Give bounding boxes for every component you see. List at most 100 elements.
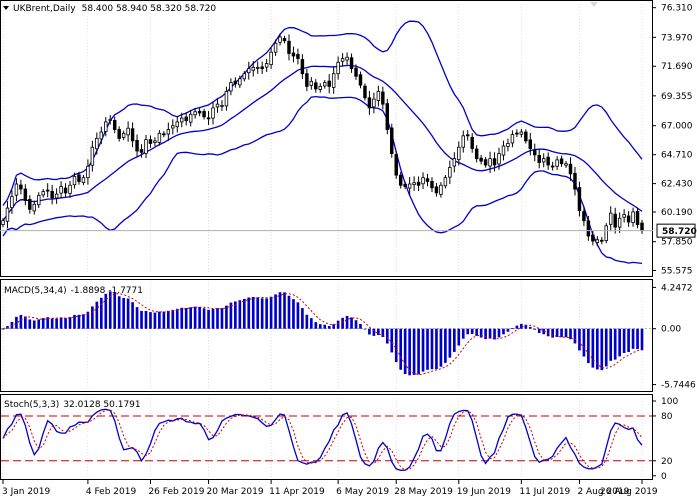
macd-bar bbox=[479, 328, 483, 338]
candle-body bbox=[430, 181, 434, 189]
macd-bar bbox=[390, 328, 394, 353]
candle-body bbox=[188, 113, 193, 123]
last-price-box bbox=[656, 223, 696, 238]
macd-bar bbox=[95, 301, 99, 329]
candle-body bbox=[533, 149, 537, 156]
candle-body bbox=[260, 66, 264, 70]
candle-body bbox=[14, 183, 19, 196]
candle-body bbox=[439, 184, 443, 195]
candle-body bbox=[112, 119, 117, 130]
macd-bar bbox=[91, 306, 94, 329]
macd-bar bbox=[350, 317, 353, 329]
y-tick-label: 4.2472 bbox=[661, 283, 693, 293]
candle-body bbox=[242, 73, 247, 80]
macd-bar bbox=[82, 314, 85, 329]
macd-bar bbox=[452, 328, 456, 352]
macd-bar bbox=[24, 316, 27, 329]
candle-body bbox=[229, 82, 233, 92]
candle-body bbox=[197, 110, 202, 114]
candle-body bbox=[501, 145, 506, 156]
macd-bar bbox=[180, 307, 184, 329]
candle-body bbox=[577, 187, 582, 212]
y-tick-label: 0.00 bbox=[661, 325, 681, 335]
candle-body bbox=[269, 51, 273, 65]
macd-bar bbox=[385, 328, 389, 344]
macd-bar bbox=[627, 328, 630, 353]
macd-bar bbox=[104, 293, 108, 329]
candle-body bbox=[524, 131, 528, 142]
candle-body bbox=[631, 211, 635, 223]
macd-bar bbox=[216, 308, 219, 329]
macd-bar bbox=[497, 328, 501, 338]
macd-bar bbox=[591, 328, 595, 368]
x-tick-label: 3 Jan 2019 bbox=[2, 487, 50, 497]
macd-bar bbox=[77, 314, 81, 329]
price-panel-frame bbox=[0, 0, 653, 277]
candle-body bbox=[434, 186, 439, 194]
candle-body bbox=[10, 196, 14, 208]
candle-body bbox=[255, 66, 260, 69]
candle-body bbox=[604, 225, 608, 241]
candle-body bbox=[327, 80, 331, 87]
macd-bar bbox=[15, 316, 18, 329]
candle-body bbox=[465, 134, 470, 137]
candle-body bbox=[376, 91, 381, 101]
macd-bar bbox=[417, 328, 420, 375]
macd-bar bbox=[41, 318, 45, 329]
macd-bar bbox=[372, 328, 376, 336]
y-tick-label: 67.000 bbox=[661, 122, 693, 132]
candle-body bbox=[37, 195, 41, 206]
macd-bar bbox=[636, 328, 639, 350]
macd-bar bbox=[394, 328, 398, 363]
macd-bar bbox=[59, 317, 63, 329]
candle-body bbox=[528, 139, 533, 149]
macd-bar bbox=[327, 325, 331, 329]
macd-bar bbox=[283, 292, 286, 329]
candle-body bbox=[492, 158, 497, 166]
macd-bar bbox=[86, 311, 90, 329]
bollinger-middle-band bbox=[2, 64, 643, 222]
candle-body bbox=[148, 139, 153, 144]
candle-body bbox=[50, 190, 54, 199]
candle-body bbox=[63, 187, 68, 194]
y-tick-label: 76.310 bbox=[661, 4, 693, 14]
macd-bar bbox=[520, 323, 523, 329]
candle-body bbox=[425, 178, 430, 182]
menu-triangle-icon[interactable] bbox=[3, 6, 9, 10]
macd-bar bbox=[403, 328, 407, 375]
macd-bar bbox=[64, 318, 67, 329]
y-tick-label: 64.710 bbox=[661, 151, 693, 161]
bollinger-lower-band bbox=[2, 95, 643, 265]
stochastic-main-line bbox=[2, 408, 643, 471]
macd-bar bbox=[265, 298, 268, 329]
macd-bar bbox=[466, 328, 470, 335]
candle-body bbox=[519, 131, 524, 135]
macd-bar bbox=[408, 328, 411, 376]
candle-body bbox=[202, 111, 206, 118]
candle-body bbox=[331, 73, 336, 88]
macd-bar bbox=[359, 323, 362, 329]
macd-bar bbox=[229, 302, 233, 329]
candle-body bbox=[416, 181, 421, 186]
candle-body bbox=[421, 177, 425, 185]
macd-bar bbox=[421, 328, 425, 372]
candle-body bbox=[278, 36, 282, 43]
macd-bar bbox=[412, 328, 416, 375]
candle-body bbox=[510, 134, 515, 144]
candle-body bbox=[291, 52, 296, 57]
candle-body bbox=[86, 165, 90, 179]
macd-bar bbox=[551, 328, 554, 338]
macd-bar bbox=[564, 328, 568, 338]
macd-bar bbox=[131, 302, 134, 329]
bollinger-upper-band bbox=[2, 20, 643, 206]
bollinger-bands bbox=[2, 20, 643, 265]
macd-bar bbox=[524, 324, 528, 329]
candle-body bbox=[591, 234, 595, 242]
macd-bar bbox=[600, 328, 604, 371]
candle-body bbox=[546, 156, 550, 166]
candle-body bbox=[568, 163, 573, 175]
candle-body bbox=[90, 146, 95, 166]
x-tick-label: 28 May 2019 bbox=[394, 487, 453, 497]
macd-bar bbox=[296, 302, 300, 329]
